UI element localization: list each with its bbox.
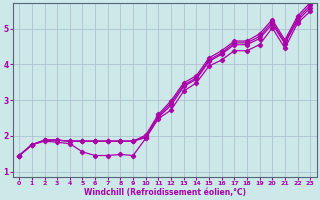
X-axis label: Windchill (Refroidissement éolien,°C): Windchill (Refroidissement éolien,°C) (84, 188, 246, 197)
